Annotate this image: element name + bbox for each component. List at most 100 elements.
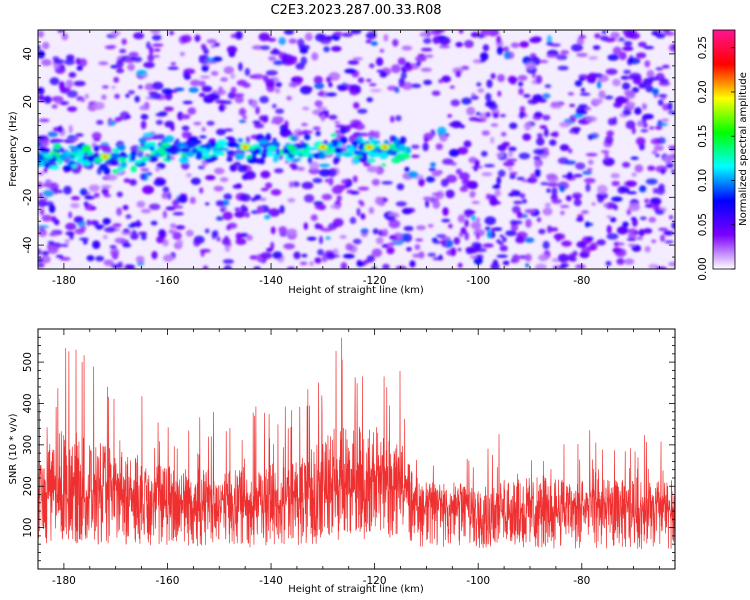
spectrogram-cell [152, 43, 164, 47]
spectrogram-band-cell [229, 138, 237, 142]
spectrogram-cell [622, 46, 634, 52]
spectrogram-cell [230, 86, 237, 94]
snr-xlabel: Height of straight line (km) [288, 584, 424, 595]
spectrogram-cell [651, 31, 660, 36]
spectrogram-cell [574, 80, 583, 87]
spectrogram-cell [381, 243, 389, 248]
spectrogram-cell [180, 114, 191, 120]
spectrogram-cell [205, 202, 210, 206]
spectrogram-cell [109, 245, 117, 249]
spectrogram-cell [52, 56, 60, 61]
spectrogram-cell [204, 228, 210, 234]
spectrogram-cell [313, 201, 324, 206]
spectrogram-cell [638, 41, 647, 48]
spectrogram-cell [233, 93, 245, 98]
spectrogram-cell [508, 146, 517, 152]
spectrogram-cell [634, 107, 642, 115]
spectrogram-cell [301, 130, 313, 134]
spectrogram-cell [314, 257, 322, 264]
spectrogram-cell [537, 60, 549, 63]
spectrogram-cell [546, 35, 552, 43]
spectrogram-cell [259, 115, 267, 122]
spectrogram-cell [226, 45, 238, 54]
spectrogram-cell [269, 50, 282, 55]
spectrogram-cell [536, 137, 545, 146]
spectrogram-cell [648, 76, 660, 81]
spectrogram-cell [369, 88, 382, 93]
spectrogram-cell [274, 88, 281, 94]
spectrogram-cell [552, 131, 559, 138]
spectrogram-cell [38, 87, 45, 95]
spectrogram-cell [105, 174, 118, 181]
spectrogram-band-cell [220, 147, 229, 151]
spectrogram-cell [330, 204, 341, 209]
spectrogram-cell [44, 179, 53, 189]
spectrogram-cell [605, 261, 612, 266]
spectrogram-cell [125, 264, 136, 269]
spectrogram-cell [140, 120, 147, 130]
spectrogram-cell [301, 181, 314, 190]
spectrogram-cell [596, 80, 602, 89]
spectrogram-cell [155, 112, 167, 117]
spectrogram-band-cell [216, 139, 228, 148]
spectrogram-cell [379, 48, 385, 53]
spectrogram-cell [398, 83, 405, 88]
spectrogram-cell [130, 145, 141, 153]
spectrogram-cell [606, 225, 612, 234]
spectrogram-cell [485, 92, 492, 102]
spectrogram-cell [356, 261, 364, 267]
spectrogram-cell [164, 106, 174, 112]
spectrogram-band-cell [405, 146, 412, 154]
spectrogram-cell [140, 208, 152, 214]
spectrogram-cell [172, 231, 182, 240]
spectrogram-cell [481, 150, 488, 157]
spectrogram-cell [134, 95, 140, 103]
spectrogram-cell [135, 255, 145, 264]
spectrogram-cell [264, 214, 271, 220]
spectrogram-cell [179, 51, 185, 57]
spectrogram-cell [275, 81, 282, 88]
spectrogram-cell [98, 61, 109, 66]
spectrogram-cell [519, 41, 529, 48]
spectrogram-cell [155, 166, 160, 172]
spectrogram-cell [182, 100, 193, 105]
spectrogram-cell [226, 153, 235, 157]
spectrogram-cell [153, 54, 160, 58]
spectrogram-cell [223, 265, 232, 269]
spectrogram-cell [630, 156, 639, 160]
spectrogram-cell [524, 237, 535, 243]
spectrogram-cell [375, 236, 384, 245]
spectrogram-cell [534, 159, 541, 169]
spectrogram-cell [503, 46, 510, 52]
spectrogram-cell [503, 161, 515, 167]
spectrogram-cell [232, 184, 243, 189]
spectrogram-cell [630, 216, 637, 221]
spectrogram-cell [328, 72, 341, 81]
spectrogram-cell [366, 165, 379, 173]
spectrogram-band-cell [147, 155, 159, 163]
spectrogram-cell [38, 257, 44, 263]
spectrogram-cell [328, 254, 341, 258]
spectrogram-cell [239, 193, 251, 202]
spectrogram-cell [301, 253, 308, 258]
spectrogram-cell [295, 62, 305, 70]
spectrogram-cell [288, 81, 298, 88]
snr-xtick-label: -160 [156, 575, 180, 587]
spectrogram-cell [605, 68, 618, 75]
spectrogram-cell [236, 79, 248, 86]
spectrogram-xlabel: Height of straight line (km) [288, 285, 424, 296]
spectrogram-cell [66, 87, 71, 93]
spectrogram-cell [102, 234, 108, 240]
snr-plot-area [38, 337, 675, 550]
spectrogram-cell [618, 51, 627, 61]
spectrogram-cell [603, 203, 608, 207]
spectrogram-cell [604, 135, 614, 145]
spectrogram-cell [450, 247, 457, 257]
spectrogram-cell [655, 125, 663, 130]
spectrogram-cell [561, 240, 572, 247]
spectrogram-cell [653, 145, 664, 151]
spectrogram-cell [494, 189, 501, 197]
spectrogram-cell [401, 81, 413, 90]
spectrogram-cell [371, 248, 383, 258]
spectrogram-cell [613, 241, 619, 247]
